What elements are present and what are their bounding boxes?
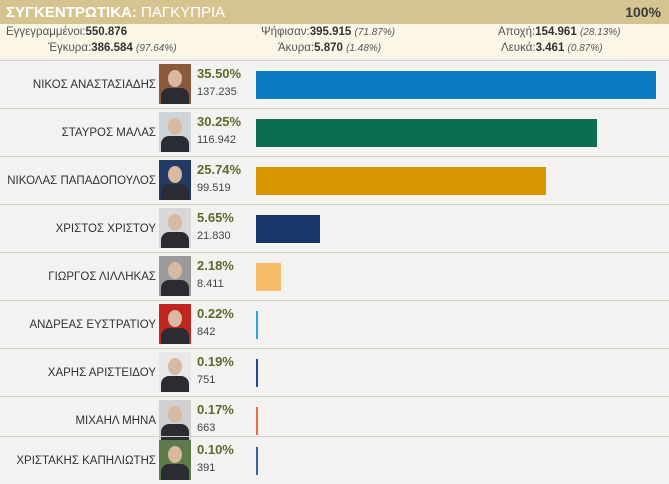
stat-label: Άκυρα:: [278, 42, 315, 54]
candidate-name: ΝΙΚΟΛΑΣ ΠΑΠΑΔΟΠΟΥΛΟΣ: [7, 174, 156, 187]
vote-share-bar: [256, 119, 597, 147]
candidate-row: ΝΙΚΟΛΑΣ ΠΑΠΑΔΟΠΟΥΛΟΣ 25.74% 99.519: [0, 156, 669, 204]
candidate-votes: 751: [197, 374, 216, 386]
photo-body: [161, 184, 189, 200]
stat-voted: Ψήφισαν:395.915 (71.87%): [261, 26, 395, 38]
stat-value: 550.876: [85, 26, 128, 38]
candidate-percent: 25.74%: [197, 162, 242, 177]
percent-counted: 100%: [625, 4, 661, 20]
candidate-percent: 0.17%: [197, 402, 234, 417]
candidate-votes: 663: [197, 422, 216, 434]
candidate-percent: 0.10%: [197, 442, 234, 457]
photo-head: [168, 310, 182, 327]
candidate-photo: [159, 352, 191, 392]
stat-pct: (71.87%): [354, 27, 396, 38]
vote-share-bar: [256, 407, 258, 435]
turnout-stats: Εγγεγραμμένοι:550.876 Ψήφισαν:395.915 (7…: [0, 24, 669, 58]
candidate-photo: [159, 256, 191, 296]
candidate-name: ΜΙΧΑΗΛ ΜΗΝΑ: [75, 414, 156, 427]
stat-pct: (97.64%): [135, 43, 177, 54]
photo-head: [168, 446, 182, 463]
stat-label: Έγκυρα:: [48, 42, 92, 54]
vote-share-bar: [256, 167, 546, 195]
candidate-row: ΧΡΙΣΤΑΚΗΣ ΚΑΠΗΛΙΩΤΗΣ 0.10% 391: [0, 436, 669, 484]
candidate-percent: 0.22%: [197, 306, 234, 321]
candidate-name: ΑΝΔΡΕΑΣ ΕΥΣΤΡΑΤΙΟΥ: [29, 318, 156, 331]
candidate-photo: [159, 64, 191, 104]
stat-label: Ψήφισαν:: [261, 26, 310, 38]
stat-label: Λευκά:: [501, 42, 536, 54]
stat-value: 395.915: [309, 26, 352, 38]
photo-body: [161, 88, 189, 104]
photo-body: [161, 232, 189, 248]
candidate-votes: 21.830: [197, 230, 231, 242]
photo-head: [168, 358, 182, 375]
photo-body: [161, 280, 189, 296]
photo-body: [161, 376, 189, 392]
vote-share-bar: [256, 447, 258, 475]
candidate-name: ΧΑΡΗΣ ΑΡΙΣΤΕΙΔΟΥ: [47, 366, 156, 379]
vote-share-bar: [256, 311, 258, 339]
candidate-votes: 99.519: [197, 182, 231, 194]
candidate-photo: [159, 440, 191, 480]
vote-share-bar: [256, 263, 281, 291]
vote-share-bar: [256, 71, 656, 99]
stat-label: Αποχή:: [498, 26, 536, 38]
stat-value: 386.584: [91, 42, 133, 54]
stat-registered: Εγγεγραμμένοι:550.876: [6, 26, 127, 38]
candidate-photo: [159, 112, 191, 152]
candidate-percent: 35.50%: [197, 66, 242, 81]
candidate-percent: 2.18%: [197, 258, 234, 273]
stat-pct: (1.48%): [346, 43, 382, 54]
candidate-photo: [159, 400, 191, 440]
candidate-name: ΧΡΙΣΤΟΣ ΧΡΙΣΤΟΥ: [55, 222, 156, 235]
candidate-name: ΓΙΩΡΓΟΣ ΛΙΛΛΗΚΑΣ: [48, 270, 156, 283]
candidate-photo: [159, 304, 191, 344]
candidate-name: ΣΤΑΥΡΟΣ ΜΑΛΑΣ: [61, 126, 156, 139]
results-header: ΣΥΓΚΕΝΤΡΩΤΙΚΑ: ΠΑΓΚΥΠΡΙΑ 100%: [0, 0, 669, 24]
photo-body: [161, 136, 189, 152]
candidate-votes: 137.235: [197, 86, 237, 98]
candidate-percent: 5.65%: [197, 210, 234, 225]
page-title: ΣΥΓΚΕΝΤΡΩΤΙΚΑ: ΠΑΓΚΥΠΡΙΑ: [6, 4, 225, 21]
title-strong: ΣΥΓΚΕΝΤΡΩΤΙΚΑ:: [6, 3, 137, 21]
stat-pct: (0.87%): [567, 43, 603, 54]
photo-head: [168, 406, 182, 423]
candidate-votes: 8.411: [197, 278, 224, 290]
photo-head: [168, 214, 182, 231]
stat-valid: Έγκυρα:386.584 (97.64%): [48, 42, 177, 54]
vote-share-bar: [256, 359, 258, 387]
candidate-votes: 116.942: [197, 134, 236, 146]
stat-blank: Λευκά:3.461 (0.87%): [501, 42, 603, 54]
candidate-row: ΝΙΚΟΣ ΑΝΑΣΤΑΣΙΑΔΗΣ 35.50% 137.235: [0, 60, 669, 108]
candidate-percent: 30.25%: [197, 114, 242, 129]
photo-head: [168, 70, 182, 87]
candidate-row: ΧΑΡΗΣ ΑΡΙΣΤΕΙΔΟΥ 0.19% 751: [0, 348, 669, 396]
photo-head: [168, 118, 182, 135]
candidate-name: ΝΙΚΟΣ ΑΝΑΣΤΑΣΙΑΔΗΣ: [32, 78, 156, 91]
photo-body: [161, 464, 189, 480]
candidate-row: ΧΡΙΣΤΟΣ ΧΡΙΣΤΟΥ 5.65% 21.830: [0, 204, 669, 252]
candidate-name: ΧΡΙΣΤΑΚΗΣ ΚΑΠΗΛΙΩΤΗΣ: [16, 454, 156, 467]
stat-abstention: Αποχή:154.961 (28.13%): [498, 26, 621, 38]
candidate-row: ΣΤΑΥΡΟΣ ΜΑΛΑΣ 30.25% 116.942: [0, 108, 669, 156]
candidate-row: ΑΝΔΡΕΑΣ ΕΥΣΤΡΑΤΙΟΥ 0.22% 842: [0, 300, 669, 348]
photo-head: [168, 166, 182, 183]
candidate-percent: 0.19%: [197, 354, 234, 369]
stat-value: 5.870: [314, 42, 343, 54]
stat-invalid: Άκυρα:5.870 (1.48%): [278, 42, 381, 54]
stat-value: 154.961: [535, 26, 577, 38]
candidate-votes: 391: [197, 462, 216, 474]
candidate-photo: [159, 160, 191, 200]
title-region: ΠΑΓΚΥΠΡΙΑ: [136, 3, 226, 21]
candidate-row: ΓΙΩΡΓΟΣ ΛΙΛΛΗΚΑΣ 2.18% 8.411: [0, 252, 669, 300]
photo-body: [161, 328, 189, 344]
photo-head: [168, 262, 182, 279]
stat-value: 3.461: [535, 42, 565, 54]
stat-pct: (28.13%): [579, 27, 621, 38]
stat-label: Εγγεγραμμένοι:: [6, 26, 86, 38]
candidate-photo: [159, 208, 191, 248]
vote-share-bar: [256, 215, 320, 243]
candidate-votes: 842: [197, 326, 216, 338]
